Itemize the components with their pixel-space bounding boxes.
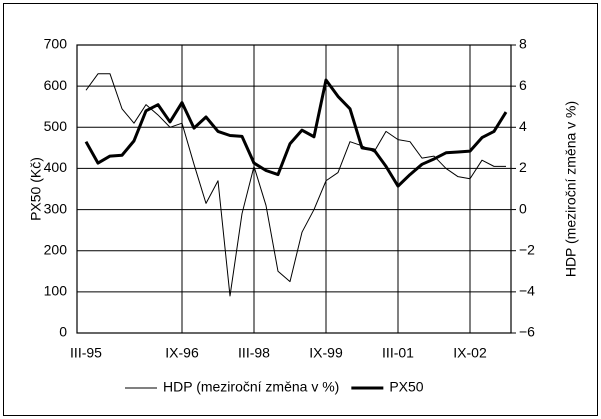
y-tick-label: 400 xyxy=(44,159,68,175)
y2-axis-label: HDP (meziroční změna v %) xyxy=(563,101,579,277)
y-tick-label: 500 xyxy=(44,118,68,134)
y-tick-label: 600 xyxy=(44,77,68,93)
y2-tick-label: 0 xyxy=(519,200,527,216)
y-tick-label: 0 xyxy=(59,324,67,340)
y2-tick-label: 4 xyxy=(519,118,527,134)
x-tick-label: III-98 xyxy=(238,345,270,361)
y2-tick-label: −6 xyxy=(519,324,535,340)
legend-label: HDP (meziroční změna v %) xyxy=(163,379,339,395)
y2-tick-label: 2 xyxy=(519,159,527,175)
x-tick-label: IX-96 xyxy=(165,345,199,361)
y-tick-label: 100 xyxy=(44,283,68,299)
y2-tick-label: −4 xyxy=(519,283,535,299)
x-tick-label: III-95 xyxy=(70,345,102,361)
x-tick-label: IX-02 xyxy=(453,345,487,361)
legend-label: PX50 xyxy=(389,379,423,395)
y-axis-label: PX50 (Kč) xyxy=(28,157,44,221)
x-tick-label: IX-99 xyxy=(309,345,343,361)
y2-tick-label: 8 xyxy=(519,36,527,52)
series-line xyxy=(84,78,508,188)
x-tick-label: III-01 xyxy=(382,345,414,361)
y-tick-label: 300 xyxy=(44,200,68,216)
series-line xyxy=(85,73,506,297)
frame xyxy=(3,3,598,416)
y-tick-label: 700 xyxy=(44,36,68,52)
y2-tick-label: 6 xyxy=(519,77,527,93)
y2-tick-label: −2 xyxy=(519,241,535,257)
y-tick-label: 200 xyxy=(44,241,68,257)
plot-border xyxy=(76,44,512,334)
